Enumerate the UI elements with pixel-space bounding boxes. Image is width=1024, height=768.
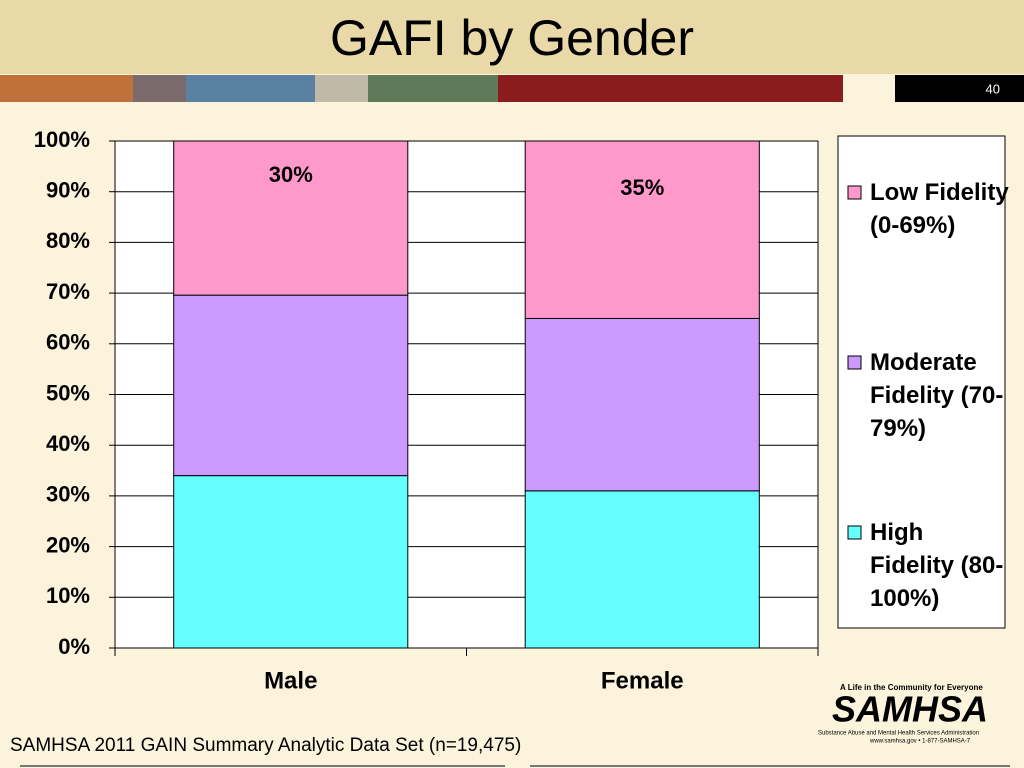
legend-label: Moderate Fidelity (70-79%) — [870, 349, 1004, 442]
chart-title: GAFI by Gender — [330, 10, 694, 66]
value-label: 35% — [620, 175, 664, 200]
x-tick-label: Female — [601, 667, 684, 694]
y-tick-label: 80% — [46, 228, 90, 253]
x-tick-label: Male — [264, 667, 317, 694]
y-tick-label: 30% — [46, 482, 90, 507]
bar-segment — [173, 475, 409, 649]
logo-name: SAMHSA — [832, 689, 988, 730]
bar-segment — [173, 140, 409, 296]
y-tick-label: 60% — [46, 330, 90, 355]
bar-segment — [173, 294, 409, 477]
legend-label: High Fidelity (80-100%) — [870, 519, 1004, 612]
y-tick-label: 70% — [46, 279, 90, 304]
legend-swatch — [847, 525, 862, 540]
value-label: 30% — [269, 162, 313, 187]
logo-subtitle: Substance Abuse and Mental Health Servic… — [818, 731, 979, 737]
y-tick-label: 20% — [46, 532, 90, 557]
y-tick-label: 40% — [46, 431, 90, 456]
bar-segment — [524, 140, 760, 319]
legend-swatch — [847, 355, 862, 370]
bar-segment — [524, 317, 760, 492]
y-tick-label: 0% — [58, 634, 90, 659]
bar-segment — [524, 490, 760, 649]
y-tick-label: 100% — [34, 127, 90, 152]
logo-contact: www.samhsa.gov • 1-877-SAMHSA-7 — [869, 739, 971, 745]
y-tick-label: 90% — [46, 178, 90, 203]
slide-number: 40 — [986, 81, 1000, 96]
logo-tagline: A Life in the Community for Everyone — [840, 683, 983, 692]
y-tick-label: 10% — [46, 583, 90, 608]
title-bar — [0, 0, 1024, 74]
legend-box — [837, 135, 1006, 629]
y-tick-label: 50% — [46, 380, 90, 405]
color-stripe — [0, 75, 1024, 102]
legend-label: Low Fidelity (0-69%) — [870, 179, 1009, 239]
legend-swatch — [847, 185, 862, 200]
footnote: SAMHSA 2011 GAIN Summary Analytic Data S… — [10, 735, 521, 756]
logo: A Life in the Community for Everyone SAM… — [818, 683, 988, 744]
